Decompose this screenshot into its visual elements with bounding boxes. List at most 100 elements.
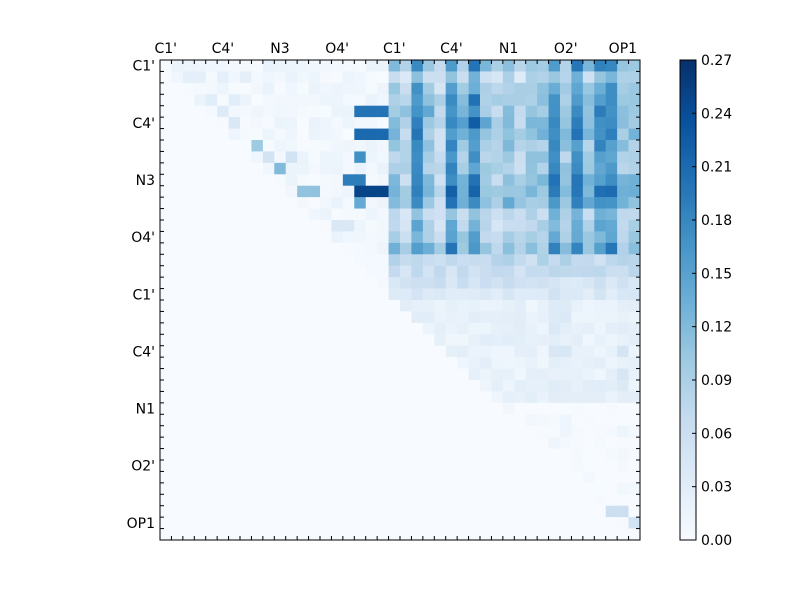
heatmap-cell [628,71,641,84]
heatmap-cell [411,162,424,175]
heatmap-cell [297,528,309,541]
heatmap-cell [194,208,207,221]
colorbar-tick-label: 0.21 [701,160,732,176]
heatmap-cell [434,482,447,495]
heatmap-cell [628,128,641,141]
heatmap-cell [457,402,469,415]
heatmap-cell [240,265,252,278]
heatmap-cell [594,208,607,221]
heatmap-cell [251,265,264,278]
heatmap-cell [514,402,527,415]
heatmap-cell [617,460,629,472]
heatmap-cell [262,334,275,347]
heatmap-cell [171,208,184,221]
heatmap-cell [628,322,641,335]
heatmap-cell [571,254,584,267]
heatmap-cell [628,300,641,312]
heatmap-cell [537,471,549,484]
heatmap-cell [365,425,378,438]
heatmap-cell [480,494,492,507]
heatmap-cell [560,300,572,312]
heatmap-cell [594,425,607,438]
heatmap-cell [160,334,172,347]
heatmap-cell [320,220,332,232]
heatmap-cell [274,505,287,518]
heatmap-cell [308,185,321,198]
heatmap-cell [274,528,287,541]
heatmap-cell [537,117,549,129]
heatmap-cell [262,322,275,335]
heatmap-cell [217,254,229,267]
heatmap-cell [331,197,344,209]
heatmap-cell [594,460,607,472]
heatmap-cell [457,300,469,312]
heatmap-cell [480,185,492,198]
heatmap-cell [502,288,515,301]
heatmap-cell [560,162,572,175]
heatmap-cell [502,220,515,232]
heatmap-cell [400,208,412,221]
y-tick-label: O2' [131,459,155,475]
heatmap-cell [514,162,527,175]
heatmap-cell [468,437,481,449]
heatmap-cell [445,300,458,312]
heatmap-cell [617,242,629,255]
heatmap-cell [411,425,424,438]
heatmap-cell [502,334,515,347]
heatmap-cell [251,105,264,118]
heatmap-cell [628,460,641,472]
heatmap-cell [628,494,641,507]
heatmap-cell [205,128,218,141]
heatmap-cell [274,414,287,427]
heatmap-cell [251,494,264,507]
heatmap-cell [480,425,492,438]
heatmap-cell [205,242,218,255]
heatmap-cell [365,140,378,152]
heatmap-cell [411,105,424,118]
heatmap-cell [377,277,389,289]
heatmap-cell [297,322,309,335]
heatmap-cell [182,505,195,518]
heatmap-cell [468,174,481,187]
heatmap-cell [354,208,367,221]
heatmap-cell [320,460,332,472]
heatmap-cell [468,277,481,289]
heatmap-cell [228,185,241,198]
heatmap-cell [605,528,618,541]
heatmap-cell [422,174,435,187]
heatmap-cell [308,460,321,472]
heatmap-cell [468,60,481,72]
heatmap-cell [457,391,469,404]
colorbar-tick-label: 0.12 [701,320,732,336]
heatmap-cell [262,288,275,301]
heatmap-cell [582,311,595,324]
heatmap-cell [571,185,584,198]
heatmap-cell [605,368,618,381]
heatmap-cell [514,460,527,472]
heatmap-cell [468,322,481,335]
x-tick-label: N3 [270,41,289,57]
heatmap-cell [582,517,595,529]
heatmap-cell [228,437,241,449]
heatmap-cell [560,494,572,507]
heatmap-cell [514,528,527,541]
heatmap-cell [400,471,412,484]
heatmap-cell [240,482,252,495]
heatmap-cell [262,425,275,438]
y-tick-label: O4' [131,230,155,246]
heatmap-cell [422,517,435,529]
heatmap-cell [194,345,207,358]
heatmap-cell [285,380,298,392]
heatmap-cell [594,60,607,72]
heatmap-cell [240,505,252,518]
heatmap-cell [251,517,264,529]
heatmap-cell [445,528,458,541]
heatmap-cell [365,151,378,164]
heatmap-cell [468,151,481,164]
heatmap-cell [331,208,344,221]
heatmap-cell [342,208,355,221]
heatmap-cell [422,528,435,541]
heatmap-cell [457,60,469,72]
heatmap-cell [525,391,538,404]
heatmap-cell [468,471,481,484]
